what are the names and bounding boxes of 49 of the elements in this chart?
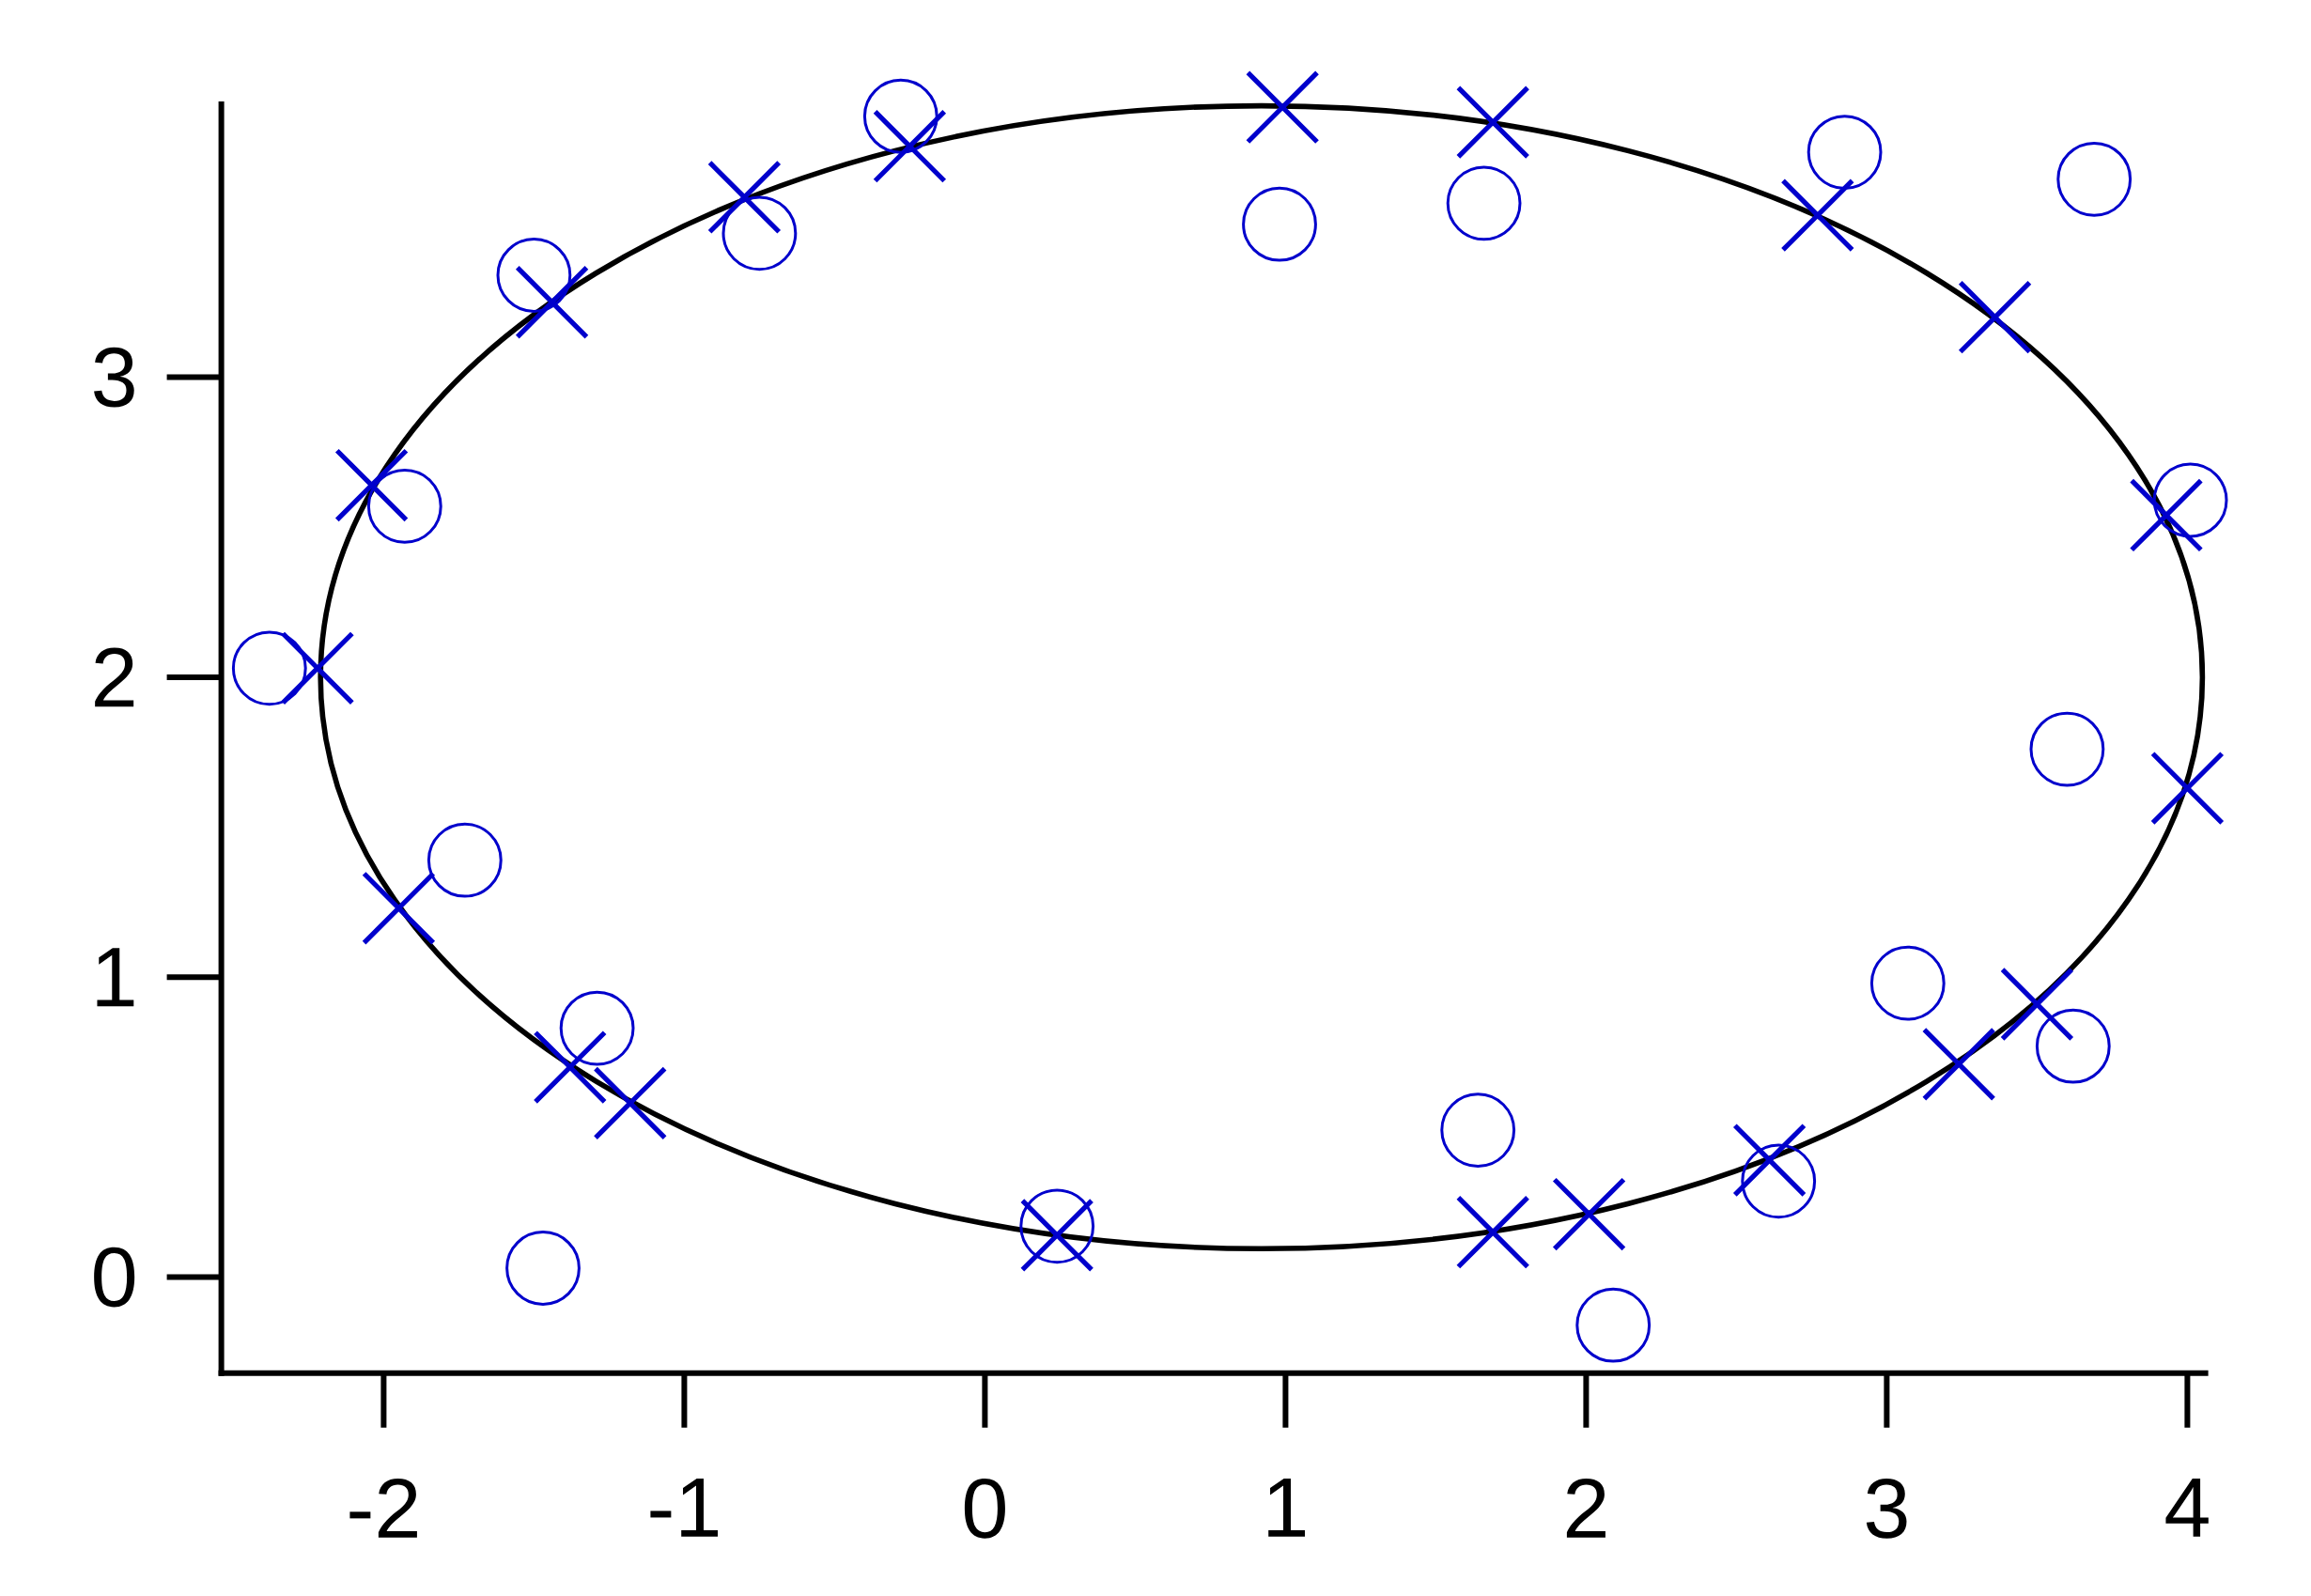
point [721, 195, 798, 271]
point [496, 238, 572, 313]
x-tick-label: 0 [964, 1478, 1005, 1539]
point [559, 990, 635, 1066]
point [1781, 178, 1854, 252]
x-tick-label: -1 [650, 1478, 719, 1537]
point [1958, 281, 2032, 354]
point [427, 822, 503, 898]
point [505, 1231, 581, 1306]
point [1732, 1123, 1807, 1197]
point [2029, 711, 2105, 787]
point [873, 110, 947, 183]
point [1552, 1177, 1626, 1251]
y-tick-label: 3 [94, 347, 134, 408]
point [594, 1066, 667, 1140]
point [1242, 186, 1317, 262]
point [334, 448, 409, 522]
point [2000, 968, 2074, 1041]
point [2056, 141, 2133, 217]
point [1807, 115, 1883, 190]
point [1246, 70, 1319, 144]
point [281, 631, 354, 705]
point [1020, 1199, 1093, 1272]
point [1575, 1287, 1652, 1363]
point [2130, 478, 2203, 552]
point [534, 1030, 607, 1104]
point [1456, 85, 1529, 159]
point [862, 78, 938, 154]
y-tick-label: 1 [97, 948, 134, 1007]
x-tick-label: 2 [1566, 1478, 1605, 1538]
point [1922, 1028, 1995, 1101]
x-tick-label: 3 [1866, 1478, 1907, 1539]
point [2035, 1008, 2111, 1084]
point [1869, 945, 1946, 1021]
point [231, 630, 307, 706]
point [1446, 165, 1522, 241]
point [1440, 1092, 1516, 1169]
y-tick-label: 2 [95, 647, 134, 707]
point [1456, 1196, 1529, 1269]
point [362, 872, 436, 945]
x-tick-label: 4 [2165, 1478, 2209, 1537]
point [1019, 1188, 1095, 1264]
y-tick-label: 0 [94, 1247, 135, 1308]
x-tick-label: 1 [1268, 1478, 1306, 1537]
point [2150, 752, 2225, 825]
x-tick-label: -2 [349, 1478, 417, 1538]
point [707, 161, 782, 234]
point [2152, 462, 2228, 538]
point [515, 266, 589, 339]
